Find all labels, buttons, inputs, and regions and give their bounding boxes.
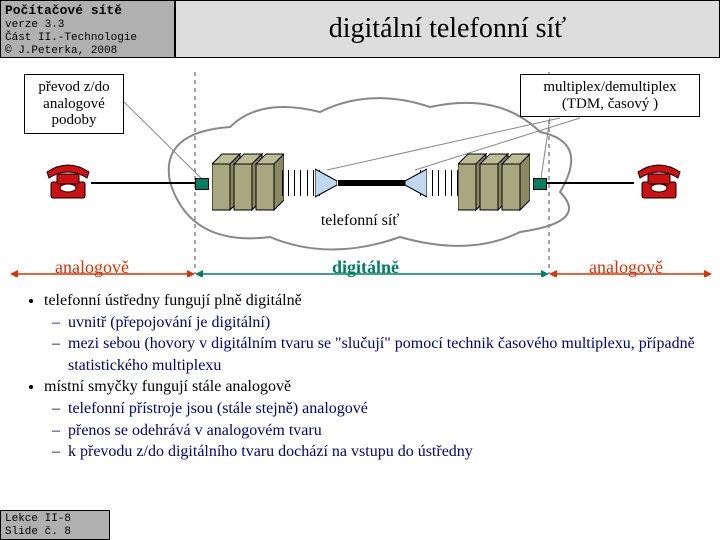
local-loop-right: [547, 182, 634, 184]
phone-icon: [43, 162, 93, 202]
bullet-subitem: uvnitř (přepojování je digitální): [68, 312, 700, 334]
bullet-subitem: přenos se odehrává v analogovém tvaru: [68, 420, 700, 442]
bullet-subitem: mezi sebou (hovory v digitálním tvaru se…: [68, 333, 700, 376]
callout-multiplex: multiplex/demultiplex(TDM, časový ): [520, 74, 700, 117]
course-version: verze 3.3: [5, 19, 170, 32]
phone-icon: [634, 162, 684, 202]
network-label: telefonní síť: [0, 212, 720, 230]
bullet-subitem: k převodu z/do digitálního tvaru dochází…: [68, 441, 700, 463]
exchange-left: [212, 152, 284, 219]
mux-right: [405, 167, 427, 204]
label-analog-left: analogově: [55, 257, 129, 278]
exchange-right: [458, 152, 530, 219]
label-digital: digitálně: [332, 257, 399, 278]
bullet-item: telefonní ústředny fungují plně digitáln…: [44, 290, 700, 376]
footer-lecture: Lekce II-8: [5, 513, 105, 526]
zone-labels: analogově digitálně analogově: [0, 257, 720, 277]
codec-right: [533, 178, 547, 190]
page-title-bar: digitální telefonní síť: [175, 0, 720, 58]
bullet-subitem: telefonní přístroje jsou (stále stejně) …: [68, 398, 700, 420]
bullet-item: místní smyčky fungují stále analogovětel…: [44, 376, 700, 462]
course-header: Počítačové sítě verze 3.3 Část II.-Techn…: [0, 0, 175, 58]
mux-left: [315, 167, 337, 204]
course-title: Počítačové sítě: [5, 3, 170, 19]
course-copyright: © J.Peterka, 2008: [5, 45, 170, 58]
digital-trunk: [338, 180, 405, 186]
bullet-list: telefonní ústředny fungují plně digitáln…: [20, 290, 700, 463]
course-part: Část II.-Technologie: [5, 32, 170, 45]
codec-left: [195, 178, 209, 190]
slide-footer: Lekce II-8 Slide č. 8: [0, 510, 110, 540]
page-title: digitální telefonní síť: [329, 13, 566, 45]
footer-slide: Slide č. 8: [5, 526, 105, 539]
label-analog-right: analogově: [589, 257, 663, 278]
network-diagram: převod z/doanalogovépodoby multiplex/dem…: [0, 62, 720, 277]
local-loop-left: [91, 182, 195, 184]
callout-analog-conversion: převod z/doanalogovépodoby: [24, 74, 124, 134]
